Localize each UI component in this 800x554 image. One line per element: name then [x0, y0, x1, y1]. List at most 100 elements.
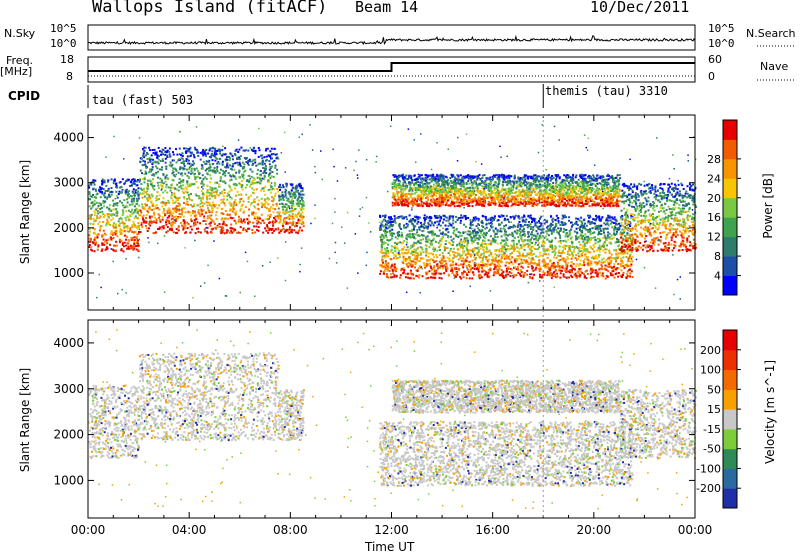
power-cell [111, 213, 114, 216]
power-cell [288, 210, 291, 213]
power-cell [239, 158, 241, 161]
power-cell [114, 223, 117, 226]
power-cell [143, 146, 146, 149]
power-cell [157, 213, 160, 216]
power-cell [147, 161, 150, 164]
power-cell [234, 176, 237, 179]
power-cell [291, 207, 293, 210]
power-cell [238, 171, 241, 174]
power-cell [548, 240, 551, 243]
power-cell [114, 204, 117, 206]
power-cell [130, 237, 133, 239]
power-cell [445, 247, 448, 249]
power-cell [267, 231, 269, 234]
power-cell [452, 241, 455, 244]
power-cell [481, 270, 484, 273]
power-cell [214, 190, 217, 193]
power-cell [527, 232, 530, 235]
power-cell [230, 178, 233, 181]
power-cell [537, 244, 539, 246]
power-cell [574, 235, 577, 237]
power-cell [251, 170, 254, 173]
power-cell [170, 164, 173, 167]
power-cell [497, 219, 500, 222]
power-cell [166, 191, 169, 194]
power-cell [233, 168, 236, 171]
power-cell [194, 193, 197, 196]
power-cell [231, 168, 233, 171]
power-cell [201, 174, 204, 177]
power-cell [285, 212, 288, 215]
power-cell [538, 242, 540, 245]
power-cell [438, 216, 441, 219]
power-cell [573, 230, 576, 233]
freq-frame [87, 56, 696, 83]
power-cell [215, 211, 218, 214]
power-cell [594, 242, 597, 245]
power-cell [132, 181, 135, 183]
freq-unit: [MHz] [0, 65, 33, 78]
power-cell [507, 245, 510, 247]
power-cell [240, 197, 243, 200]
power-cell [561, 224, 564, 226]
power-cell [455, 215, 457, 218]
power-cell [269, 228, 272, 231]
power-cell [581, 222, 584, 225]
power-cell [154, 205, 157, 208]
power-cell [589, 251, 592, 254]
power-cell [388, 221, 391, 224]
power-cell [150, 200, 153, 203]
power-cell [446, 216, 449, 219]
power-cell [134, 215, 137, 218]
power-cell [88, 192, 91, 195]
power-cell [186, 221, 189, 224]
power-cell [168, 201, 171, 204]
power-cell [557, 240, 560, 243]
power-cell [436, 263, 439, 266]
power-cell [185, 151, 188, 154]
power-cell [103, 205, 105, 208]
power-cell [266, 197, 269, 200]
power-cell [591, 248, 594, 250]
power-cell [210, 195, 213, 198]
power-cell [519, 269, 522, 272]
power-cell [477, 227, 480, 230]
power-cell [231, 210, 234, 213]
power-cell [380, 235, 383, 238]
power-cell [615, 252, 618, 255]
power-cell [278, 203, 281, 206]
power-cell [132, 231, 135, 234]
power-cell [282, 197, 285, 200]
power-cell [143, 195, 146, 198]
power-cell [575, 221, 578, 224]
power-cell [500, 230, 503, 233]
power-cell [142, 152, 145, 155]
power-cell [278, 186, 280, 188]
power-cell [206, 196, 209, 199]
power-cell [97, 245, 100, 248]
power-cell [272, 199, 275, 201]
power-cell [274, 194, 277, 197]
power-cell [247, 200, 250, 203]
power-cell [253, 178, 256, 181]
power-cell [136, 240, 139, 243]
power-cell [248, 214, 250, 217]
power-cell [529, 225, 532, 228]
power-cell [126, 205, 129, 208]
power-cell [380, 264, 383, 267]
power-cell [391, 221, 394, 223]
power-cell [507, 273, 510, 276]
power-cell [622, 256, 625, 259]
power-cell [291, 213, 294, 215]
power-cell [157, 228, 159, 230]
power-cell [489, 242, 492, 245]
power-cell [598, 240, 601, 243]
power-cell [283, 217, 286, 220]
power-cell [253, 205, 256, 208]
power-cell [91, 241, 94, 244]
power-cell [523, 248, 526, 251]
power-cell [503, 228, 506, 231]
power-cell [538, 270, 541, 273]
power-cell [557, 259, 560, 262]
power-cell [243, 163, 246, 166]
